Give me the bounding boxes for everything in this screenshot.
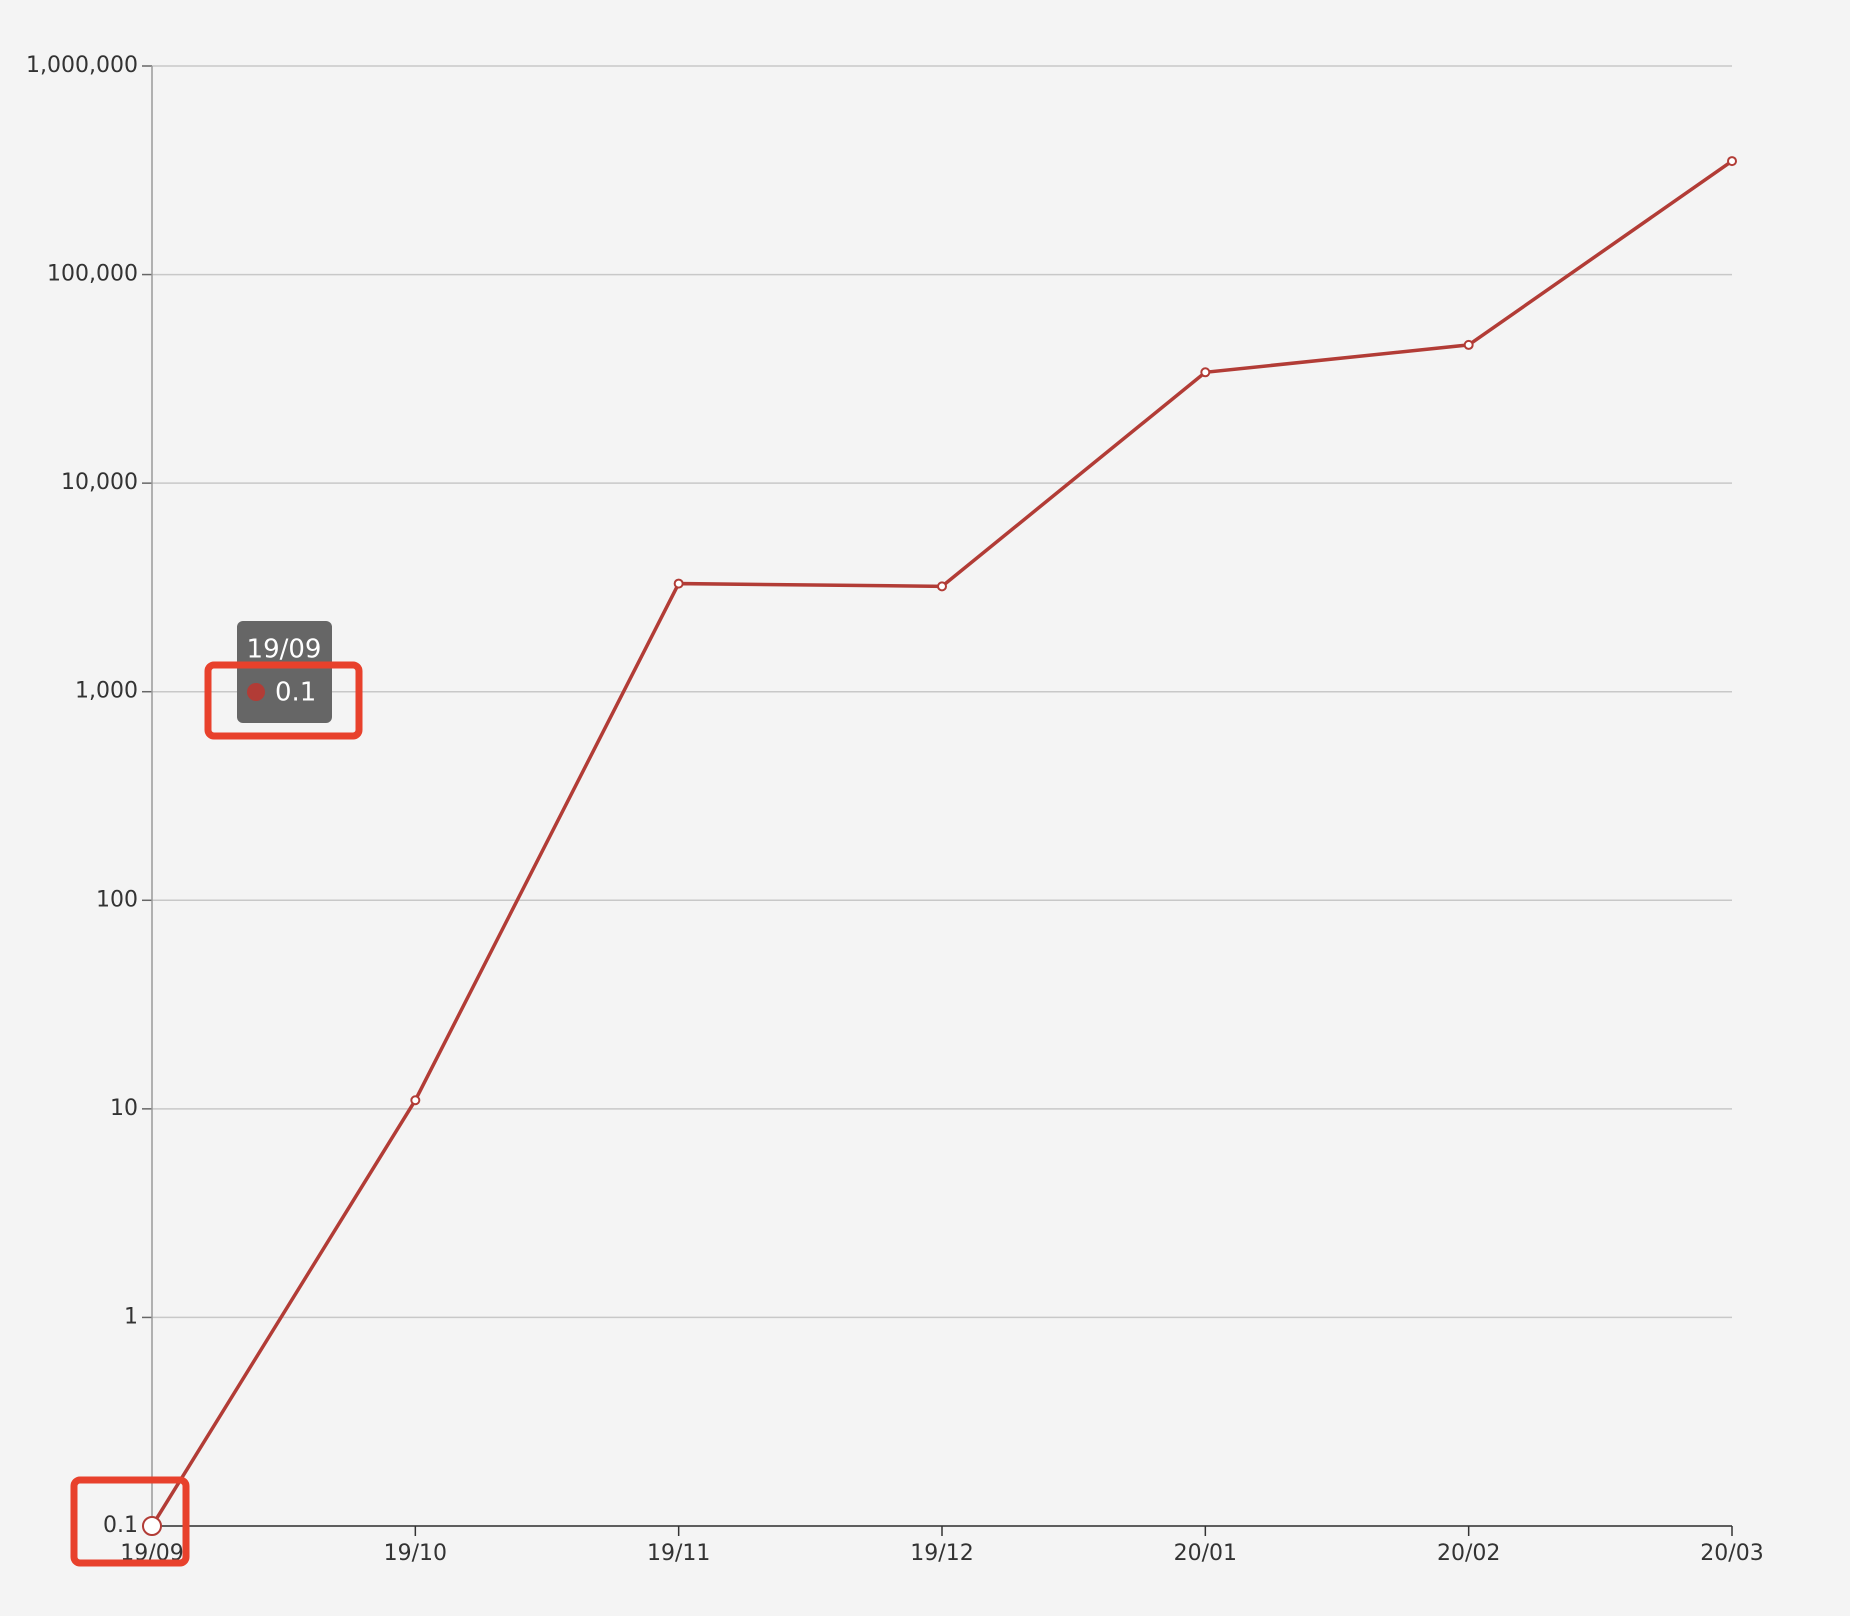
y-tick-label: 1 xyxy=(124,1304,138,1329)
tooltip-marker xyxy=(247,683,265,701)
y-tick-label: 10 xyxy=(110,1096,138,1121)
y-tick-label: 100 xyxy=(96,887,138,912)
point xyxy=(1727,156,1737,167)
y-tick-label: 0.1 xyxy=(103,1513,138,1538)
x-tick-label: 20/01 xyxy=(1174,1541,1237,1566)
tooltip-title: 19/09 xyxy=(247,635,322,665)
y-tick-label: 1,000,000 xyxy=(26,53,138,78)
y-tick-label: 100,000 xyxy=(47,262,138,287)
point xyxy=(1463,339,1474,350)
x-tick-label: 20/02 xyxy=(1437,1541,1500,1566)
point xyxy=(937,581,947,592)
point xyxy=(1200,367,1211,378)
highlight-box xyxy=(70,1476,190,1567)
y-tick-label: 1,000 xyxy=(75,679,138,704)
point xyxy=(673,578,684,589)
highlight-box xyxy=(204,661,363,740)
x-tick-label: 19/12 xyxy=(910,1541,973,1566)
x-tick-label: 19/10 xyxy=(384,1541,447,1566)
point xyxy=(410,1095,421,1106)
x-tick-label: 20/03 xyxy=(1700,1541,1763,1566)
y-tick-label: 10,000 xyxy=(61,470,138,495)
point xyxy=(142,1516,162,1536)
tooltip-value: 0.1 xyxy=(275,678,316,708)
x-tick-label: 19/11 xyxy=(647,1541,710,1566)
